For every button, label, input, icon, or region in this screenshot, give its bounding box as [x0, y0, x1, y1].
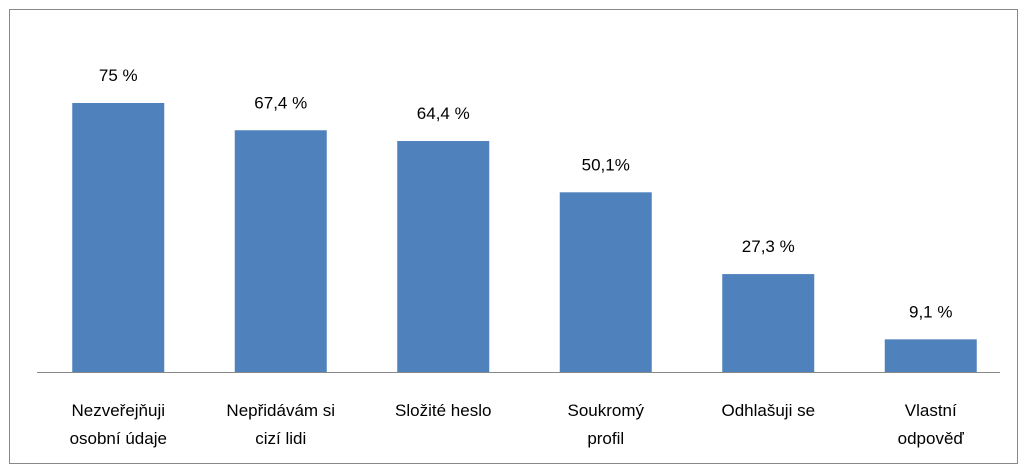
bar [397, 141, 490, 372]
chart-border [9, 9, 1018, 464]
bar [722, 274, 815, 372]
value-label: 64,4 % [417, 104, 470, 123]
value-label: 9,1 % [909, 302, 952, 321]
x-tick-label: Složité heslo [395, 401, 492, 420]
value-label: 67,4 % [254, 93, 307, 112]
value-label: 27,3 % [742, 237, 795, 256]
x-tick-label: Nezveřejňuji osobní údaje [69, 401, 167, 448]
x-tick-label: Nepřidávám si cizí lidi [226, 401, 336, 448]
x-tick-label: Vlastní odpověď [897, 401, 964, 448]
bar [72, 103, 165, 372]
value-label: 50,1% [582, 155, 630, 174]
value-label: 75 % [99, 66, 138, 85]
bar [234, 130, 327, 372]
x-tick-label: Soukromý profil [567, 401, 645, 448]
bar [884, 339, 977, 372]
x-tick-label: Odhlašuji se [721, 401, 816, 420]
bar [559, 192, 652, 372]
